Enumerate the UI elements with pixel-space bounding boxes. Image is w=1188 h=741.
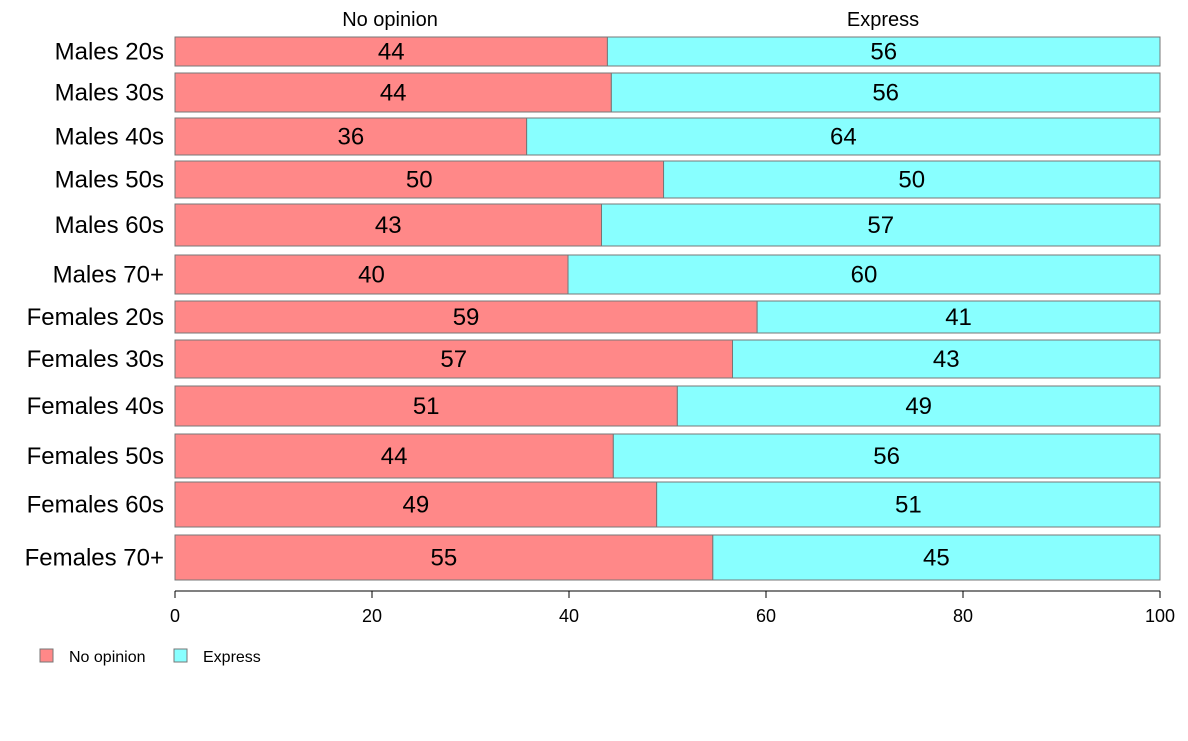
category-label-5: Males 70+ xyxy=(53,262,164,289)
legend-swatch-express xyxy=(173,648,188,663)
bar-express-6 xyxy=(756,300,1161,334)
category-label-7: Females 30s xyxy=(27,346,164,373)
category-label-9: Females 50s xyxy=(27,443,164,470)
data-label-express-1: 56 xyxy=(872,80,899,107)
data-label-no-opinion-7: 57 xyxy=(440,346,467,373)
data-label-no-opinion-11: 55 xyxy=(431,545,458,572)
bar-express-5 xyxy=(567,254,1161,295)
category-label-0: Males 20s xyxy=(55,39,164,66)
x-tick-label-2: 40 xyxy=(559,606,579,626)
data-label-no-opinion-9: 44 xyxy=(381,443,408,470)
bar-no-opinion-11 xyxy=(174,534,714,581)
bar-no-opinion-1 xyxy=(174,72,612,113)
bar-express-1 xyxy=(610,72,1161,113)
legend-label-express: Express xyxy=(203,649,261,666)
bar-no-opinion-8 xyxy=(174,385,678,427)
data-label-no-opinion-3: 50 xyxy=(406,167,433,194)
bar-no-opinion-2 xyxy=(174,117,528,156)
bar-express-9 xyxy=(612,433,1161,479)
data-label-no-opinion-2: 36 xyxy=(337,124,364,151)
bar-express-4 xyxy=(601,203,1161,247)
data-label-no-opinion-0: 44 xyxy=(378,39,405,66)
data-label-no-opinion-10: 49 xyxy=(402,492,429,519)
x-tick-label-1: 20 xyxy=(362,606,382,626)
legend-label-no-opinion: No opinion xyxy=(69,649,146,666)
data-label-express-2: 64 xyxy=(830,124,857,151)
category-label-11: Females 70+ xyxy=(25,545,164,572)
x-tick-label-5: 100 xyxy=(1145,606,1175,626)
data-label-no-opinion-4: 43 xyxy=(375,212,402,239)
x-tick-label-3: 60 xyxy=(756,606,776,626)
data-label-express-7: 43 xyxy=(933,346,960,373)
column-header-express: Express xyxy=(847,9,919,31)
bar-express-0 xyxy=(606,36,1161,67)
data-label-express-9: 56 xyxy=(873,443,900,470)
category-label-4: Males 60s xyxy=(55,212,164,239)
bar-no-opinion-0 xyxy=(174,36,608,67)
data-label-express-8: 49 xyxy=(905,393,932,420)
data-label-express-5: 60 xyxy=(851,262,878,289)
data-label-no-opinion-6: 59 xyxy=(453,304,480,331)
bar-no-opinion-4 xyxy=(174,203,603,247)
x-tick-label-0: 0 xyxy=(170,606,180,626)
category-label-10: Females 60s xyxy=(27,492,164,519)
data-label-no-opinion-8: 51 xyxy=(413,393,440,420)
data-label-express-10: 51 xyxy=(895,492,922,519)
bar-express-3 xyxy=(663,160,1161,199)
column-header-no-opinion: No opinion xyxy=(342,9,438,31)
data-label-express-11: 45 xyxy=(923,545,950,572)
data-label-no-opinion-5: 40 xyxy=(358,262,385,289)
bar-express-11 xyxy=(712,534,1161,581)
bar-no-opinion-9 xyxy=(174,433,614,479)
bar-express-7 xyxy=(732,339,1161,379)
category-label-6: Females 20s xyxy=(27,304,164,331)
legend-swatch-no-opinion xyxy=(39,648,54,663)
bar-no-opinion-6 xyxy=(174,300,758,334)
data-label-express-6: 41 xyxy=(945,304,972,331)
bar-no-opinion-3 xyxy=(174,160,665,199)
data-label-express-4: 57 xyxy=(867,212,894,239)
bar-express-2 xyxy=(526,117,1161,156)
category-label-2: Males 40s xyxy=(55,124,164,151)
bar-express-10 xyxy=(656,481,1161,528)
data-label-express-0: 56 xyxy=(870,39,897,66)
category-label-3: Males 50s xyxy=(55,167,164,194)
category-label-8: Females 40s xyxy=(27,393,164,420)
category-label-1: Males 30s xyxy=(55,80,164,107)
x-tick-label-4: 80 xyxy=(953,606,973,626)
bar-no-opinion-10 xyxy=(174,481,658,528)
data-label-express-3: 50 xyxy=(898,167,925,194)
bar-express-8 xyxy=(676,385,1161,427)
data-label-no-opinion-1: 44 xyxy=(380,80,407,107)
